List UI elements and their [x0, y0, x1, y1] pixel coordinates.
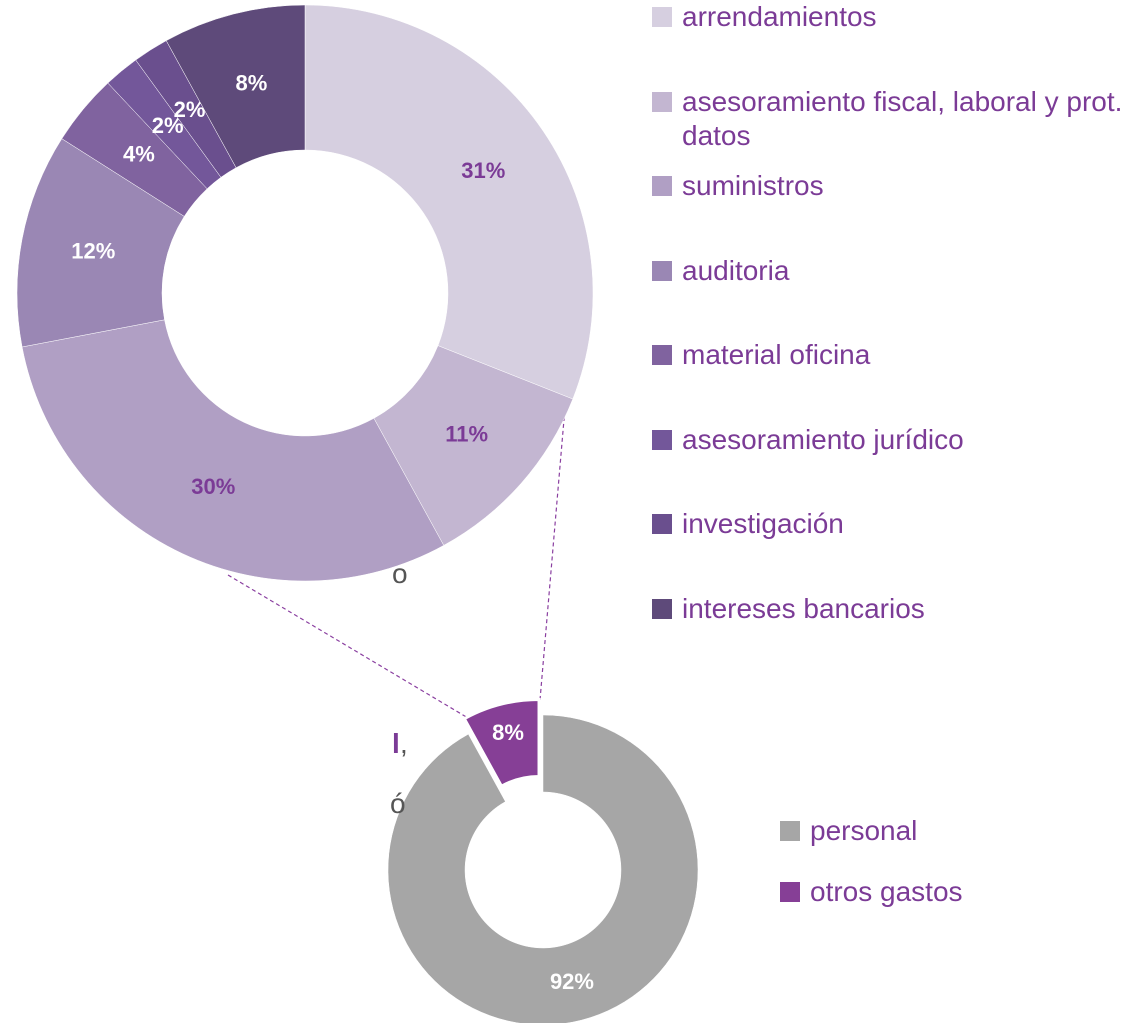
- legend-label: asesoramiento jurídico: [682, 423, 964, 455]
- donut-slice: [304, 4, 594, 400]
- data-label-unit: %: [216, 474, 236, 499]
- text-fragment: ,: [400, 728, 408, 759]
- legend-label: intereses bancarios: [682, 592, 925, 624]
- legend-swatch: [652, 91, 672, 112]
- text-fragment: l: [392, 728, 400, 759]
- data-label-value: 31: [461, 158, 485, 183]
- donut-slice: [16, 138, 185, 348]
- legend-swatch: [652, 7, 672, 27]
- connectors: [227, 395, 567, 719]
- donut-slice: [373, 345, 574, 546]
- donut-slice: [165, 4, 306, 169]
- donut-slice: [387, 714, 699, 1023]
- data-label: 92%: [550, 969, 594, 994]
- data-label-value: 30: [191, 474, 215, 499]
- legend-label: suministros: [682, 170, 824, 201]
- legend-label: investigación: [682, 508, 844, 539]
- data-label-unit: %: [96, 238, 116, 263]
- donut-slice: [462, 698, 541, 789]
- data-label-value: 92: [550, 969, 574, 994]
- data-label: 12%: [71, 238, 115, 263]
- legend-item: investigación: [652, 507, 844, 541]
- legend-item: auditoria: [652, 254, 789, 288]
- data-label: 31%: [461, 158, 505, 183]
- data-label-value: 4: [123, 141, 136, 166]
- text-fragment: ó: [390, 788, 406, 819]
- legend-swatch: [652, 260, 672, 281]
- data-label-unit: %: [469, 421, 489, 446]
- data-label-value: 2: [152, 113, 164, 138]
- data-label-value: 12: [71, 238, 95, 263]
- legend-swatch: [652, 429, 672, 450]
- donut-slice: [21, 319, 445, 582]
- legend-item: otros gastos: [780, 875, 963, 909]
- legend-item: arrendamientos: [652, 0, 877, 34]
- data-label-unit: %: [486, 158, 506, 183]
- connector-line: [227, 574, 469, 719]
- connector-line: [539, 395, 567, 701]
- legend-label: asesoramiento fiscal, laboral y prot. da…: [682, 85, 1123, 151]
- data-label-unit: %: [574, 969, 594, 994]
- legend-label: auditoria: [682, 254, 790, 286]
- legend-item: asesoramiento fiscal, laboral y prot. da…: [652, 85, 1137, 153]
- legend-item: asesoramiento jurídico: [652, 423, 964, 457]
- data-label: 8%: [236, 70, 268, 95]
- data-label-value: 11: [445, 421, 468, 446]
- legend-swatch: [652, 176, 672, 196]
- data-label-unit: %: [504, 720, 524, 745]
- data-label: 4%: [123, 141, 155, 166]
- text-fragment: o: [392, 558, 408, 589]
- legend-label: material oficina: [682, 339, 871, 370]
- legend-item: material oficina: [652, 338, 870, 372]
- legend-swatch: [652, 598, 672, 619]
- data-label-value: 8: [492, 720, 504, 745]
- legend-item: personal: [780, 814, 917, 848]
- legend-swatch: [780, 821, 800, 841]
- data-label-value: 8: [236, 70, 248, 95]
- data-label-value: 2: [174, 97, 186, 122]
- legend-swatch: [652, 345, 672, 365]
- legend-swatch: [652, 514, 672, 534]
- data-label: 11%: [445, 421, 488, 446]
- legend-label: personal: [810, 815, 918, 846]
- data-label-unit: %: [248, 70, 268, 95]
- data-label: 8%: [492, 720, 524, 745]
- legend-item: suministros: [652, 169, 824, 203]
- legend-label: otros gastos: [810, 876, 963, 907]
- data-label: 30%: [191, 474, 235, 499]
- legend-item: intereses bancarios: [652, 592, 925, 626]
- legend-label: arrendamientos: [682, 1, 877, 32]
- data-label-unit: %: [135, 141, 155, 166]
- legend-swatch: [780, 882, 800, 902]
